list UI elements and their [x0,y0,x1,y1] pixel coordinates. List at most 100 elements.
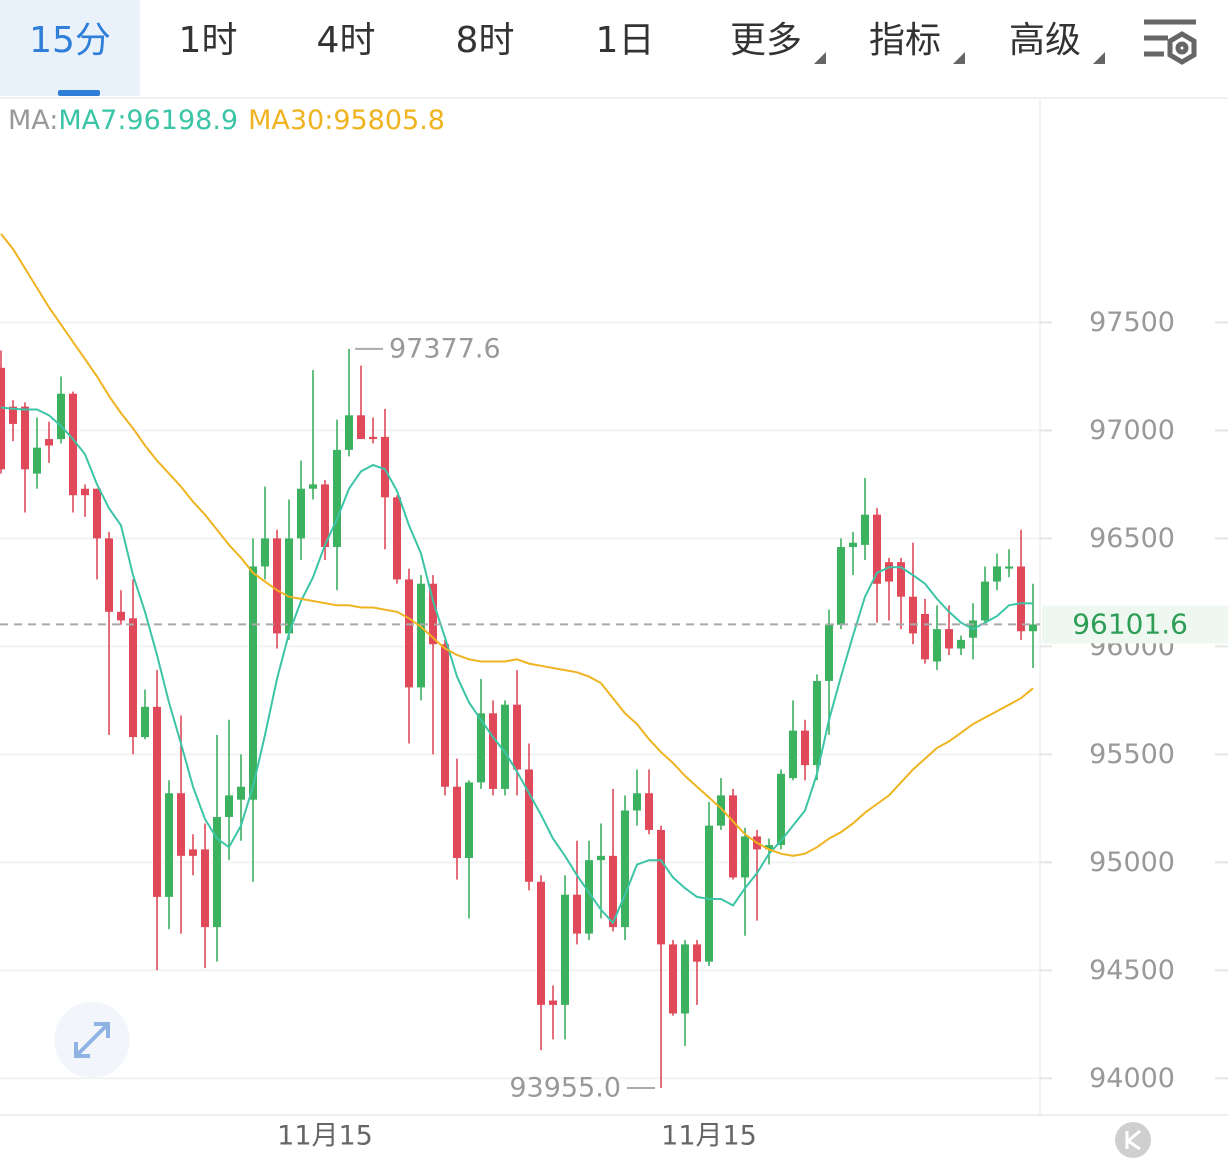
candle-body [57,393,65,440]
candle-body [717,795,725,826]
candle-body [741,836,749,878]
dropdown-arrow [1093,52,1105,64]
candle-body [501,704,509,789]
legend-entry: MA30:95805.8 [248,105,445,136]
candle-body [357,415,365,440]
candle-body [9,406,17,424]
candle-body [993,566,1001,582]
candle-body [765,845,773,850]
selected-tab-bg [0,0,140,96]
candle-body [957,639,965,649]
candle-body [33,447,41,474]
candle-body [393,497,401,580]
candle-body [981,581,989,621]
candle-body [849,542,857,548]
candle-body [453,786,461,859]
candle-body [729,795,737,878]
candle-body [429,583,437,645]
dropdown-arrow [814,52,826,64]
settings-icon[interactable] [1144,19,1197,65]
candle-body [561,894,569,1005]
candle-body [537,881,545,1005]
k-button[interactable] [1115,1122,1151,1158]
tab[interactable]: 1时 [179,20,238,61]
candle-body [273,538,281,634]
candle-body [105,538,113,612]
candle-body [345,415,353,450]
candle-body [369,436,377,440]
candle-body [861,514,869,545]
tab[interactable]: 1日 [596,20,655,61]
candle-body [705,825,713,962]
candle-body [249,566,257,800]
candle-body [921,613,929,660]
candle-body [837,547,845,625]
plot: 9400094500950009550096000965009700097500… [0,233,1228,1152]
min-marker-label: 93955.0 [509,1073,621,1104]
candle-body [513,704,521,770]
candle-body [21,406,29,470]
candle-body [669,944,677,1014]
candle-body [609,855,617,928]
candle-body [141,706,149,738]
last-price-bg [1042,605,1228,644]
candle-body [189,849,197,856]
tab[interactable]: 8时 [456,20,515,61]
candle-body [549,1000,557,1005]
candle-body [633,793,641,811]
candle-body [465,782,473,859]
candle-body [1005,566,1013,569]
tab[interactable]: 4时 [317,20,376,61]
candle-body [621,810,629,928]
candle-body [1017,566,1025,632]
y-tick-label: 97000 [1089,415,1175,446]
candle-body [417,583,425,688]
candle-body [405,579,413,688]
candle-body [321,484,329,548]
candle-body [801,730,809,766]
y-tick-label: 96500 [1089,523,1175,554]
y-tick-label: 95000 [1089,847,1175,878]
ma-legend: MA:MA7:96198.9 MA30:95805.8 [8,105,445,136]
tab[interactable]: 指标 [869,20,941,61]
x-tick-label: 11月15 [661,1121,757,1152]
candle-body [873,514,881,584]
candle-body [213,816,221,928]
candle-body [909,596,917,634]
candle-body [525,769,533,882]
candle-body [285,538,293,634]
candle-body [333,449,341,548]
ma-line [0,406,1034,925]
candle-body [645,793,653,830]
candle-body [165,793,173,897]
candle-body [789,730,797,779]
candle-body [237,786,245,800]
candle-body [933,629,941,662]
candle-body [813,680,821,766]
candle-body [45,439,53,446]
candle-body [585,860,593,934]
candle-body [945,629,953,649]
ma-line [0,233,1034,857]
candle-body [177,793,185,856]
candle-body [597,855,605,861]
candle-body [897,562,905,597]
ma-label: MA: [8,105,58,136]
candle-body [381,436,389,498]
candle-body [309,484,317,489]
tab[interactable]: 高级 [1009,20,1081,61]
tab[interactable]: 更多 [730,20,802,61]
candle-body [129,618,137,738]
candle-body [93,488,101,539]
expand-button[interactable] [54,1002,130,1078]
tab[interactable]: 15分 [29,20,111,61]
candle-body [441,644,449,787]
last-price-label: 96101.6 [1072,607,1188,640]
legend-entry: MA7:96198.9 [58,105,238,136]
candle-body [69,393,77,496]
candle-body [489,713,497,789]
candle-body [0,367,5,470]
y-tick-label: 94000 [1089,1063,1175,1094]
